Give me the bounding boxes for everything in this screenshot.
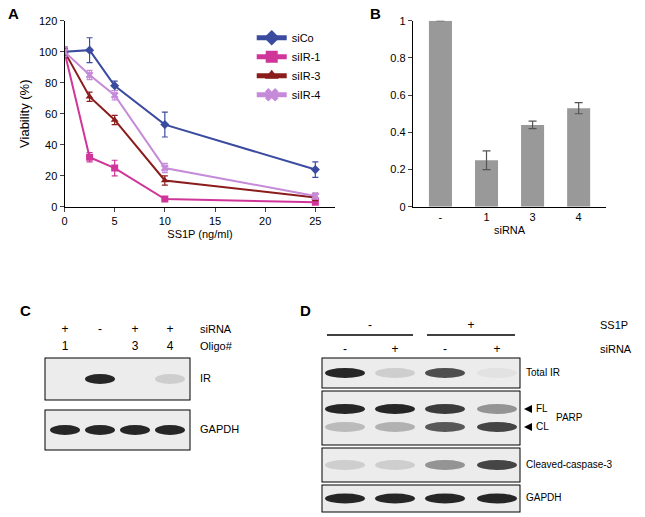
svg-text:A: A (8, 5, 19, 22)
svg-text:60: 60 (45, 108, 57, 120)
svg-text:0: 0 (51, 201, 57, 213)
svg-text:siRNA: siRNA (494, 224, 526, 236)
svg-text:FL: FL (536, 403, 548, 414)
svg-text:0: 0 (61, 215, 67, 227)
svg-text:Cleaved-caspase-3: Cleaved-caspase-3 (526, 459, 613, 470)
svg-text:C: C (20, 302, 31, 319)
svg-text:SS1P (ng/ml): SS1P (ng/ml) (167, 228, 232, 240)
svg-text:0.2: 0.2 (390, 163, 405, 175)
svg-text:Viability (%): Viability (%) (17, 80, 32, 148)
svg-text:IR: IR (200, 372, 211, 384)
svg-text:siRNA: siRNA (600, 343, 632, 355)
svg-text:siRNA: siRNA (200, 323, 232, 335)
svg-text:siIR-3: siIR-3 (292, 70, 321, 82)
svg-text:siIR-4: siIR-4 (292, 89, 321, 101)
svg-text:1: 1 (62, 339, 69, 353)
svg-text:4: 4 (167, 339, 174, 353)
svg-text:PARP: PARP (556, 412, 583, 423)
svg-text:+: + (61, 322, 68, 336)
svg-text:3: 3 (530, 211, 536, 223)
svg-text:3: 3 (132, 339, 139, 353)
svg-text:siIR-1: siIR-1 (292, 51, 321, 63)
svg-text:120: 120 (39, 15, 57, 27)
svg-text:20: 20 (259, 215, 271, 227)
svg-text:1: 1 (483, 211, 489, 223)
svg-text:+: + (391, 342, 398, 356)
svg-text:+: + (467, 318, 474, 332)
svg-text:80: 80 (45, 77, 57, 89)
svg-text:0.8: 0.8 (390, 52, 405, 64)
svg-text:-: - (439, 211, 443, 223)
svg-text:siCo: siCo (292, 32, 314, 44)
svg-text:4: 4 (576, 211, 582, 223)
svg-text:20: 20 (45, 170, 57, 182)
svg-text:SS1P: SS1P (600, 319, 628, 331)
svg-text:GAPDH: GAPDH (526, 492, 562, 503)
svg-text:-: - (368, 318, 372, 332)
svg-text:0.4: 0.4 (390, 126, 405, 138)
svg-text:25: 25 (309, 215, 321, 227)
svg-text:15: 15 (209, 215, 221, 227)
svg-text:5: 5 (112, 215, 118, 227)
svg-text:0: 0 (399, 201, 405, 213)
svg-text:0.6: 0.6 (390, 89, 405, 101)
svg-text:+: + (131, 322, 138, 336)
svg-text:10: 10 (159, 215, 171, 227)
svg-text:B: B (370, 5, 381, 22)
svg-text:CL: CL (536, 421, 549, 432)
svg-text:GAPDH: GAPDH (200, 423, 239, 435)
svg-text:+: + (493, 342, 500, 356)
svg-text:100: 100 (39, 46, 57, 58)
svg-text:-: - (343, 342, 347, 356)
svg-text:D: D (300, 302, 311, 319)
svg-text:Total IR: Total IR (526, 367, 560, 378)
svg-text:40: 40 (45, 139, 57, 151)
svg-text:Oligo#: Oligo# (200, 340, 233, 352)
svg-text:-: - (98, 322, 102, 336)
svg-text:1: 1 (399, 15, 405, 27)
svg-text:+: + (166, 322, 173, 336)
svg-text:-: - (443, 342, 447, 356)
